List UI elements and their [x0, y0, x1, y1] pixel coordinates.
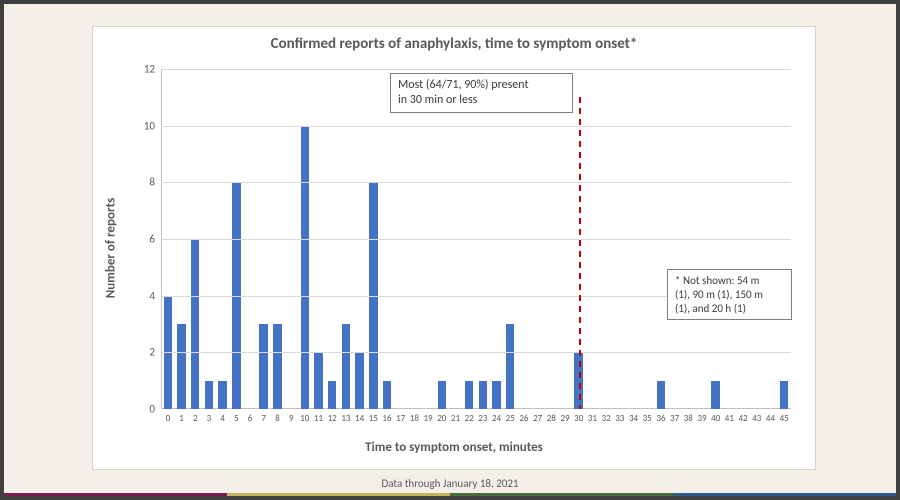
gridline — [161, 352, 791, 353]
bar — [273, 324, 281, 409]
x-tick-label: 33 — [615, 413, 624, 424]
x-tick-label: 42 — [739, 413, 748, 424]
annotation-main-line: Most (64/71, 90%) present — [398, 78, 565, 93]
annotation-side-line: (1), and 20 h (1) — [675, 302, 784, 316]
bar — [711, 381, 719, 409]
x-tick-label: 28 — [547, 413, 556, 424]
accent-segment — [227, 493, 450, 496]
x-tick-label: 16 — [382, 413, 391, 424]
accent-segment — [673, 493, 896, 496]
x-tick-label: 1 — [179, 413, 184, 424]
bar — [259, 324, 267, 409]
x-tick-label: 29 — [560, 413, 569, 424]
x-tick-label: 0 — [166, 413, 171, 424]
y-tick-label: 4 — [149, 289, 155, 302]
x-tick-label: 10 — [300, 413, 309, 424]
bar — [328, 381, 336, 409]
x-tick-label: 15 — [369, 413, 378, 424]
bar — [205, 381, 213, 409]
x-tick-label: 17 — [396, 413, 405, 424]
x-tick-label: 13 — [341, 413, 350, 424]
y-tick-label: 2 — [149, 346, 155, 359]
y-tick-label: 6 — [149, 233, 155, 246]
plot-area: 0246810120123456789101112131415161718192… — [161, 69, 791, 409]
bar — [177, 324, 185, 409]
annotation-main-line: in 30 min or less — [398, 93, 565, 108]
y-tick-label: 12 — [144, 63, 155, 76]
footer-note: Data through January 18, 2021 — [4, 477, 896, 490]
y-tick-label: 0 — [149, 403, 155, 416]
x-tick-label: 36 — [656, 413, 665, 424]
gridline — [161, 69, 791, 70]
x-tick-label: 11 — [314, 413, 323, 424]
x-tick-label: 7 — [261, 413, 266, 424]
x-tick-label: 37 — [670, 413, 679, 424]
slide-frame: Confirmed reports of anaphylaxis, time t… — [0, 0, 900, 500]
x-tick-label: 19 — [424, 413, 433, 424]
x-tick-label: 43 — [752, 413, 761, 424]
x-tick-label: 23 — [478, 413, 487, 424]
gridline — [161, 239, 791, 240]
x-tick-label: 22 — [465, 413, 474, 424]
x-tick-label: 30 — [574, 413, 583, 424]
x-tick-label: 31 — [588, 413, 597, 424]
x-tick-label: 25 — [506, 413, 515, 424]
gridline — [161, 126, 791, 127]
y-tick-label: 8 — [149, 176, 155, 189]
x-tick-label: 12 — [328, 413, 337, 424]
bar — [479, 381, 487, 409]
y-axis-title: Number of reports — [104, 198, 119, 299]
bar — [780, 381, 788, 409]
x-tick-label: 41 — [725, 413, 734, 424]
bar — [506, 324, 514, 409]
bar — [465, 381, 473, 409]
x-tick-label: 4 — [220, 413, 225, 424]
x-tick-label: 18 — [410, 413, 419, 424]
x-tick-label: 3 — [207, 413, 212, 424]
x-tick-label: 32 — [602, 413, 611, 424]
x-tick-label: 45 — [780, 413, 789, 424]
bar — [657, 381, 665, 409]
chart-title: Confirmed reports of anaphylaxis, time t… — [93, 35, 815, 53]
bar — [342, 324, 350, 409]
y-tick-label: 10 — [144, 119, 155, 132]
reference-line — [579, 97, 581, 409]
x-tick-label: 21 — [451, 413, 460, 424]
bar — [355, 352, 363, 409]
annotation-side: * Not shown: 54 m(1), 90 m (1), 150 m(1)… — [667, 269, 792, 320]
bar — [383, 381, 391, 409]
x-tick-label: 5 — [234, 413, 239, 424]
bar — [438, 381, 446, 409]
x-tick-label: 40 — [711, 413, 720, 424]
x-tick-label: 35 — [643, 413, 652, 424]
annotation-side-line: * Not shown: 54 m — [675, 274, 784, 288]
accent-segment — [4, 493, 227, 496]
x-tick-label: 14 — [355, 413, 364, 424]
x-tick-label: 24 — [492, 413, 501, 424]
bottom-accent-strip — [4, 493, 896, 496]
bar — [314, 352, 322, 409]
x-tick-label: 9 — [289, 413, 294, 424]
x-tick-label: 6 — [248, 413, 253, 424]
gridline — [161, 182, 791, 183]
x-axis-title: Time to symptom onset, minutes — [93, 440, 815, 455]
x-tick-label: 27 — [533, 413, 542, 424]
x-tick-label: 20 — [437, 413, 446, 424]
bar — [218, 381, 226, 409]
bar — [301, 126, 309, 409]
x-tick-label: 8 — [275, 413, 280, 424]
accent-segment — [450, 493, 673, 496]
x-tick-label: 38 — [684, 413, 693, 424]
x-tick-label: 26 — [519, 413, 528, 424]
annotation-side-line: (1), 90 m (1), 150 m — [675, 288, 784, 302]
x-tick-label: 44 — [766, 413, 775, 424]
bar — [191, 239, 199, 409]
x-tick-label: 39 — [697, 413, 706, 424]
chart-card: Confirmed reports of anaphylaxis, time t… — [92, 26, 816, 470]
annotation-main: Most (64/71, 90%) presentin 30 min or le… — [390, 73, 573, 113]
x-tick-label: 34 — [629, 413, 638, 424]
bar — [492, 381, 500, 409]
x-tick-label: 2 — [193, 413, 198, 424]
